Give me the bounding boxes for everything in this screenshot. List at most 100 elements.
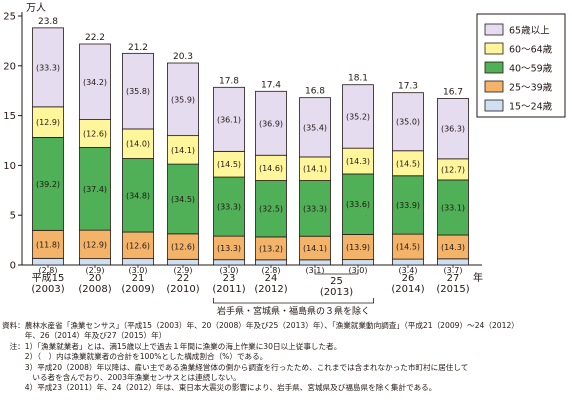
data-label: (35.9) [171,95,195,104]
bar-segment [392,258,424,266]
bar-segment [299,97,331,158]
bar-segment [392,92,424,152]
excluded-note: 岩手県・宮城県・福島県の３県を除く [217,305,370,317]
y-tick-label: 20 [3,61,16,72]
data-label: (33.6) [346,200,370,209]
data-label: (33.9) [396,201,420,210]
y-tick-label: 5 [10,211,16,222]
x-tick-label-year: (2003) [31,284,64,295]
data-label: (14.1) [303,244,327,253]
bar-segment [32,229,64,259]
bar-segment [32,257,64,266]
x-tick-label: 23 [223,273,236,284]
y-axis-unit-label: 万人 [26,2,46,14]
data-label: (13.3) [217,244,241,253]
data-label: (12.6) [83,130,107,139]
legend-label: 60～64歳 [509,44,553,56]
bar-total-label: 16.7 [443,88,463,98]
x-tick-label-year: (2012) [254,284,287,295]
data-label: (2.8) [39,266,58,275]
bar-segment [122,258,154,266]
x-tick-label-year: (2014) [391,284,424,295]
data-label: (2.9) [174,266,193,275]
bar-segment [213,86,245,152]
bar-segment [122,52,154,130]
data-label: (12.9) [83,240,107,249]
legend-label: 25～39歳 [509,82,553,94]
bar-total-label: 23.8 [38,17,58,27]
bar-segment [79,258,111,266]
legend-swatch [484,23,504,36]
note-line-5: 3）平成20（2008）年以降は、雇い主である漁業経営体の側から調査を行ったため… [2,362,469,372]
legend-swatch [484,42,504,55]
data-label: (14.5) [217,160,241,169]
data-label: (34.2) [83,78,107,87]
data-label: (14.5) [396,159,420,168]
x-tick-label-year: (2011) [212,284,245,295]
data-label: (13.9) [346,243,370,252]
bar-total-label: 16.8 [305,87,325,97]
data-label: (14.3) [441,243,465,252]
legend-swatch [484,99,504,112]
legend-label: 15～24歳 [509,101,553,113]
y-tick-label: 15 [3,111,16,122]
data-label: (14.1) [171,146,195,155]
legend-label: 40～59歳 [509,63,553,75]
data-label: (39.2) [36,180,60,189]
bar-segment [437,98,469,160]
x-tick-label: 22 [177,273,190,284]
stacked-bar-chart: 万人 0 5 10 15 20 25 (2.8) (11.8) (39.2) (12.9) (33.3… [3,2,566,317]
data-label: (12.6) [126,241,150,250]
x-tick-label: 26 [402,273,415,284]
bar-segment [32,106,64,138]
bar-segment [255,154,287,181]
bar-segment [299,259,331,266]
y-tick-label: 10 [3,161,16,172]
y-tick-label: 0 [10,261,16,272]
bar-segment [79,119,111,148]
x-tick-label-year: (2010) [166,284,199,295]
bar-segment [255,90,287,156]
data-label: (3.0) [220,266,239,275]
x-tick-label-year: (2009) [121,284,154,295]
legend-swatch [484,80,504,93]
bar-segment [79,147,111,231]
bar-segment [79,43,111,120]
bar-segment [213,176,245,237]
bar-segment [255,180,287,238]
data-label: (36.3) [441,125,465,134]
bar-segment [392,150,424,177]
bar-segment [342,84,374,149]
x-tick-label: 24 [265,273,278,284]
note-line-3: 注：1）「漁業就業者」とは、満15歳以上で過去１年間に漁業の海上作業に30日以上… [2,341,342,351]
data-label: (14.0) [126,140,150,149]
data-label: (3.4) [399,266,418,275]
bar-total-label: 18.1 [348,74,368,84]
bar-segment [392,233,424,260]
bar-segment [213,259,245,266]
data-label: (2.9) [86,266,105,275]
pair-bracket [314,269,359,275]
bar-segment [342,259,374,266]
legend-label: 65歳以上 [509,25,550,37]
x-tick-label-year: (2008) [78,284,111,295]
bar-segment [79,229,111,260]
x-tick-label: 平成15 [32,272,65,284]
note-line-7: 4）平成23（2011）年、24（2012）年は、東日本大震災の影響により、岩手… [2,383,437,393]
data-label: (33.3) [36,63,60,72]
bar-segment [213,150,245,178]
bar-total-label: 21.2 [128,43,148,53]
x-tick-label: 27 [447,273,460,284]
bar-segment [167,258,199,266]
data-label: (33.3) [303,204,327,213]
data-label: (35.2) [346,112,370,121]
data-label: (14.1) [303,165,327,174]
bar-total-label: 17.4 [261,81,281,91]
data-label: (35.0) [396,118,420,127]
bar-segment [122,158,154,233]
x-tick-label-year: (2015) [436,284,469,295]
source-notes: 資料：農林水産省「漁業センサス」（平成15（2003）年、20（2008）年及び… [2,321,568,394]
bar-total-label: 17.3 [398,82,418,92]
data-label: (13.2) [259,244,283,253]
